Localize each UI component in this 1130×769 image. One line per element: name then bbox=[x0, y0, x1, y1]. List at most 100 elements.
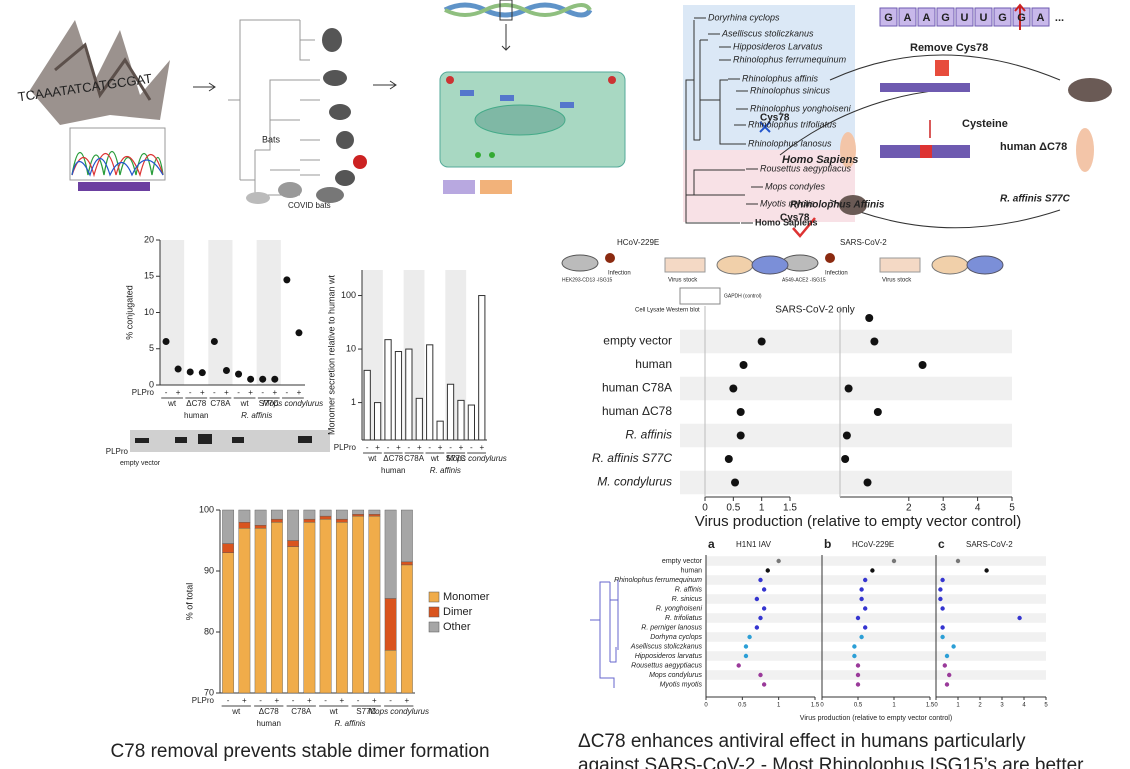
x-tick-label: - bbox=[261, 388, 264, 397]
category-label: empty vector bbox=[603, 334, 672, 348]
species-label: Rhinolophus ferrumequinum bbox=[733, 54, 847, 64]
x-tick-label: 1 bbox=[777, 703, 781, 709]
x-tick-label: + bbox=[242, 696, 247, 705]
sequence-letter: U bbox=[980, 12, 988, 24]
dot bbox=[743, 644, 749, 649]
panel-letter: c bbox=[938, 537, 945, 551]
x-tick-label: - bbox=[408, 443, 411, 452]
x-tick-label: 0 bbox=[934, 703, 938, 709]
x-tick-label: 3 bbox=[940, 503, 946, 514]
y-tick-label: 5 bbox=[149, 343, 154, 353]
gel bbox=[130, 430, 330, 452]
dot bbox=[984, 568, 989, 573]
group-label: wt bbox=[367, 454, 377, 463]
dot bbox=[295, 329, 303, 337]
dendrogram bbox=[590, 580, 619, 688]
tree-label: COVID bats bbox=[288, 201, 331, 210]
row-shade bbox=[706, 575, 1046, 585]
x-tick-label: + bbox=[224, 388, 229, 397]
bar bbox=[363, 369, 371, 441]
annotation: SARS-CoV-2 only bbox=[775, 305, 854, 316]
dot bbox=[731, 478, 740, 487]
dot bbox=[758, 577, 763, 583]
group-shade bbox=[208, 240, 233, 385]
supergroup-label: human bbox=[257, 719, 281, 728]
group-label: ΔC78 bbox=[186, 399, 207, 408]
species-label: Rhinolophus trifoliatus bbox=[748, 119, 837, 129]
y-tick-label: 0 bbox=[149, 379, 154, 389]
sequence-box bbox=[993, 7, 1012, 27]
bar-segment bbox=[238, 509, 251, 523]
row-shade bbox=[706, 670, 1046, 680]
schematic-label: Infection bbox=[825, 271, 848, 277]
pathway-diagram bbox=[439, 0, 626, 194]
dot bbox=[271, 375, 279, 383]
dot bbox=[940, 625, 945, 630]
group-label: wt bbox=[430, 454, 440, 463]
y-tick-label: 10 bbox=[346, 343, 356, 353]
bar-segment bbox=[287, 546, 300, 694]
species-label: Hipposideros Larvatus bbox=[733, 41, 823, 51]
dot bbox=[859, 634, 864, 640]
bar-segment bbox=[222, 543, 235, 553]
annotation: Cys78 bbox=[760, 113, 790, 124]
dot bbox=[283, 276, 291, 284]
sequence-letter: G bbox=[884, 12, 893, 24]
x-tick-label: - bbox=[165, 388, 168, 397]
x-tick-label: - bbox=[227, 696, 230, 705]
group-label: ΔC78 bbox=[259, 707, 280, 716]
x-tick-label: 4 bbox=[975, 503, 981, 514]
gel-label: empty vector bbox=[120, 460, 161, 467]
legend-swatch bbox=[428, 606, 440, 618]
x-tick-label: + bbox=[200, 388, 205, 397]
bar-segment bbox=[222, 552, 235, 694]
x-tick-label: 0 bbox=[820, 703, 824, 709]
group-label: C78A bbox=[291, 707, 312, 716]
bar bbox=[467, 404, 475, 441]
bar-segment bbox=[303, 518, 316, 523]
arrow bbox=[193, 82, 216, 92]
x-tick-label: + bbox=[272, 388, 277, 397]
row-shade bbox=[680, 470, 1012, 495]
x-tick-label: + bbox=[438, 443, 443, 452]
dot bbox=[754, 596, 760, 602]
dot bbox=[739, 361, 748, 369]
bar bbox=[394, 351, 403, 441]
group-shade bbox=[256, 240, 281, 385]
x-tick-label: 1.5 bbox=[926, 703, 935, 709]
bar-segment bbox=[287, 509, 300, 541]
species-label: Aselliscus stoliczkanus bbox=[721, 28, 814, 38]
category-label: human C78A bbox=[602, 381, 672, 395]
sequence-box bbox=[898, 7, 917, 27]
dot bbox=[757, 337, 766, 346]
sequence-letter: ... bbox=[1055, 12, 1064, 24]
caption: ΔC78 enhances antiviral effect in humans… bbox=[578, 731, 1026, 752]
bar bbox=[446, 383, 455, 441]
check-mark bbox=[792, 217, 816, 238]
group-label: wt bbox=[231, 707, 241, 716]
dot bbox=[918, 361, 927, 369]
species-label: Rousettus aegyptiacus bbox=[760, 163, 852, 173]
x-tick-label: - bbox=[357, 696, 360, 705]
y-tick-label: 80 bbox=[204, 626, 214, 636]
supergroup-label: R. affinis bbox=[241, 411, 272, 420]
infection-schematic bbox=[561, 253, 1004, 305]
panel-title: SARS-CoV-2 bbox=[966, 540, 1013, 549]
group-label: wt bbox=[240, 399, 250, 408]
x-tick-label: - bbox=[470, 443, 473, 452]
group-label: wt bbox=[167, 399, 177, 408]
dot bbox=[859, 587, 864, 592]
category-label: R. trifoliatus bbox=[665, 615, 702, 622]
x-tick-label: 1.5 bbox=[811, 703, 820, 709]
x-axis-label: Virus production (relative to empty vect… bbox=[800, 715, 952, 722]
x-axis-label: PLPro bbox=[334, 443, 357, 452]
x-tick-label: + bbox=[297, 388, 302, 397]
schematic-label: SARS-CoV-2 bbox=[840, 238, 887, 247]
dot bbox=[765, 568, 770, 573]
sequence-box bbox=[955, 7, 974, 27]
group-label: S77C bbox=[446, 454, 466, 463]
annotation: Cys78 bbox=[780, 213, 810, 224]
animal-silhouettes bbox=[246, 28, 367, 204]
